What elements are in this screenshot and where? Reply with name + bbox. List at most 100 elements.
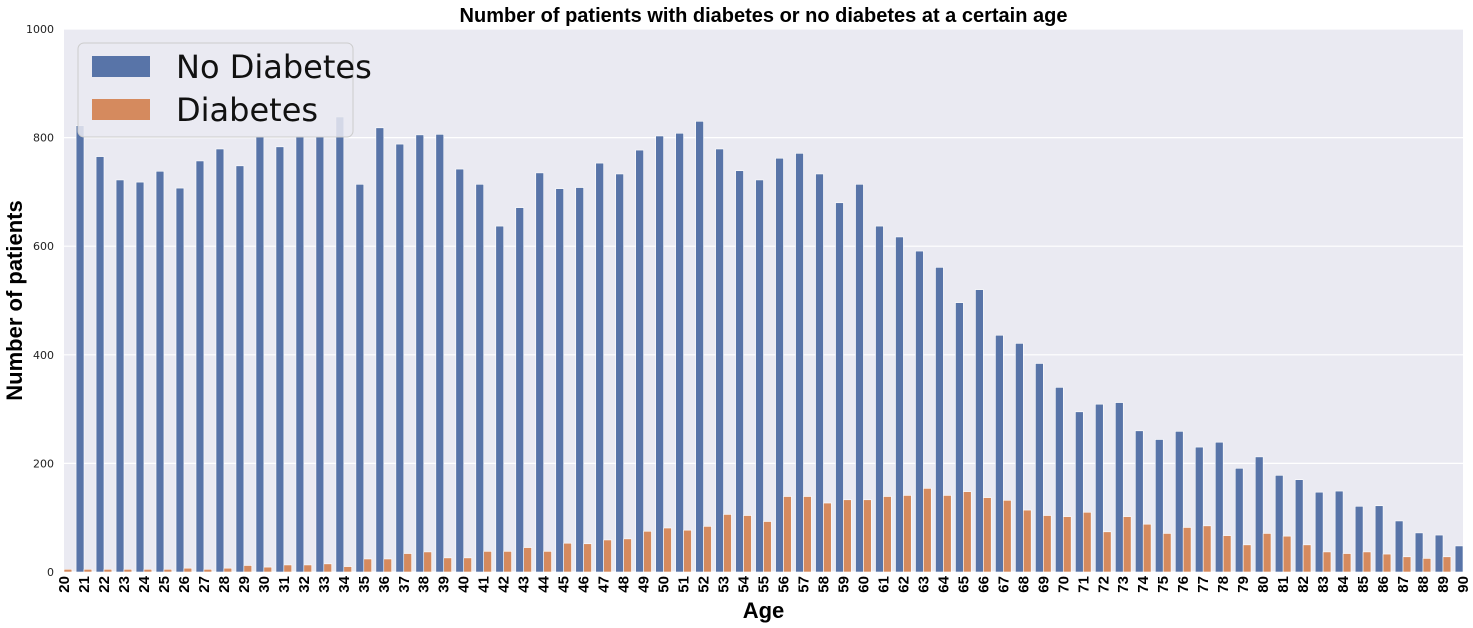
x-tick-label: 73 (1115, 576, 1132, 593)
bar-diabetes-29 (243, 565, 253, 573)
bar-diabetes-20 (63, 568, 73, 573)
bar-no-diabetes-80 (1254, 456, 1264, 573)
x-tick-label: 79 (1235, 576, 1252, 593)
bar-no-diabetes-62 (895, 236, 904, 573)
bar-no-diabetes-46 (575, 187, 584, 573)
bar-diabetes-45 (563, 542, 572, 573)
x-tick-label: 26 (176, 576, 193, 593)
x-tick-label: 43 (516, 576, 533, 593)
x-tick-label: 60 (855, 576, 872, 593)
bar-diabetes-65 (963, 491, 972, 573)
bars (63, 116, 1464, 573)
bar-diabetes-24 (143, 568, 153, 573)
x-tick-label: 72 (1095, 576, 1112, 593)
x-tick-label: 67 (995, 576, 1012, 593)
bar-diabetes-68 (1023, 509, 1032, 573)
bar-no-diabetes-56 (775, 157, 784, 573)
x-tick-label: 90 (1455, 576, 1472, 593)
x-tick-label: 51 (676, 576, 693, 593)
x-tick-label: 80 (1255, 576, 1272, 593)
bar-diabetes-80 (1262, 533, 1272, 573)
bar-diabetes-83 (1322, 551, 1332, 573)
bar-diabetes-78 (1222, 535, 1232, 573)
x-tick-labels: 20 21 22 23 24 25 26 27 28 29 30 31 32 33 34 35 36 37 38 39… (56, 575, 1472, 592)
bar-diabetes-70 (1062, 516, 1072, 573)
bar-diabetes-25 (163, 568, 173, 573)
bar-diabetes-75 (1162, 533, 1172, 573)
bar-no-diabetes-68 (1015, 343, 1024, 573)
bar-diabetes-38 (423, 551, 432, 573)
x-tick-label: 62 (895, 576, 912, 593)
x-tick-label: 64 (935, 575, 952, 592)
bar-diabetes-73 (1122, 516, 1132, 573)
bar-no-diabetes-87 (1394, 520, 1404, 573)
bar-diabetes-50 (663, 527, 672, 573)
bar-no-diabetes-28 (215, 148, 225, 573)
x-tick-label: 89 (1435, 576, 1452, 593)
bar-no-diabetes-35 (355, 183, 365, 573)
bar-diabetes-42 (503, 551, 512, 573)
x-tick-label: 59 (835, 576, 852, 593)
bar-no-diabetes-78 (1214, 441, 1224, 573)
x-tick-label: 88 (1415, 576, 1432, 593)
bar-no-diabetes-86 (1374, 505, 1384, 573)
bar-no-diabetes-37 (395, 143, 405, 573)
bar-no-diabetes-89 (1434, 534, 1444, 573)
x-tick-label: 37 (396, 576, 413, 593)
bar-no-diabetes-44 (535, 172, 544, 573)
bar-diabetes-72 (1102, 531, 1112, 573)
x-tick-label: 28 (216, 576, 233, 593)
bar-diabetes-30 (263, 566, 273, 573)
bar-diabetes-53 (723, 514, 732, 573)
y-tick-label: 400 (33, 349, 54, 362)
x-tick-label: 66 (975, 576, 992, 593)
bar-diabetes-64 (943, 495, 952, 573)
x-tick-label: 50 (656, 576, 673, 593)
bar-no-diabetes-70 (1055, 387, 1064, 573)
bar-diabetes-62 (903, 495, 912, 573)
bar-diabetes-55 (763, 521, 772, 573)
x-tick-label: 81 (1275, 576, 1292, 593)
x-tick-label: 58 (815, 576, 832, 593)
x-tick-label: 30 (256, 576, 273, 593)
bar-no-diabetes-53 (715, 148, 724, 573)
legend-label-diabetes: Diabetes (176, 91, 318, 129)
bar-no-diabetes-63 (915, 250, 924, 573)
bar-diabetes-22 (103, 568, 113, 573)
bar-no-diabetes-90 (1454, 545, 1464, 573)
x-tick-label: 21 (76, 576, 93, 593)
bar-no-diabetes-72 (1095, 403, 1104, 573)
x-tick-label: 47 (596, 576, 613, 593)
y-tick-label: 800 (33, 132, 54, 145)
bar-diabetes-47 (603, 539, 612, 573)
x-tick-label: 61 (875, 576, 892, 593)
x-tick-label: 42 (496, 576, 513, 593)
bar-diabetes-46 (583, 543, 592, 573)
x-tick-label: 20 (56, 576, 73, 593)
bar-no-diabetes-42 (495, 225, 504, 573)
x-tick-label: 68 (1015, 576, 1032, 593)
bar-diabetes-36 (383, 558, 392, 573)
bar-no-diabetes-41 (475, 183, 484, 573)
bar-diabetes-51 (683, 529, 692, 573)
bar-diabetes-28 (223, 567, 233, 573)
bar-diabetes-21 (83, 568, 93, 573)
bar-diabetes-32 (303, 564, 313, 573)
bar-no-diabetes-60 (855, 183, 864, 573)
bar-no-diabetes-76 (1175, 431, 1184, 573)
bar-no-diabetes-81 (1274, 475, 1284, 573)
bar-no-diabetes-40 (455, 168, 465, 573)
bar-diabetes-49 (643, 530, 652, 573)
bar-diabetes-37 (403, 553, 412, 573)
x-tick-label: 86 (1375, 576, 1392, 593)
bar-diabetes-35 (363, 558, 372, 573)
bar-no-diabetes-67 (995, 334, 1004, 573)
bar-no-diabetes-47 (595, 162, 604, 573)
legend-swatch-no-diabetes (92, 56, 150, 77)
bar-no-diabetes-54 (735, 170, 744, 573)
x-tick-label: 24 (136, 575, 153, 592)
bar-no-diabetes-74 (1135, 430, 1144, 573)
bar-no-diabetes-64 (935, 267, 944, 573)
x-tick-label: 41 (476, 576, 493, 593)
x-tick-label: 83 (1315, 576, 1332, 593)
